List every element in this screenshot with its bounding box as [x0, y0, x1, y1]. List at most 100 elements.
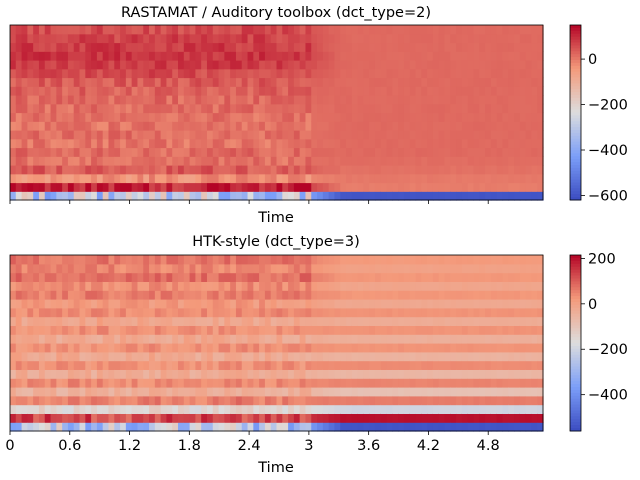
heatmap-cell — [322, 147, 330, 157]
heatmap-cell — [131, 378, 139, 388]
heatmap-cell — [120, 272, 127, 282]
heatmap-cell — [519, 60, 527, 70]
heatmap-cell — [479, 103, 486, 114]
heatmap-cell — [374, 121, 382, 131]
heatmap-cell — [427, 42, 434, 52]
heatmap-cell — [514, 299, 521, 309]
heatmap-cell — [131, 299, 139, 309]
heatmap-cell — [432, 325, 440, 335]
heatmap-cell — [438, 281, 446, 291]
heatmap-cell — [415, 360, 422, 370]
heatmap-cell — [189, 182, 196, 192]
heatmap-cell — [206, 360, 214, 370]
heatmap-cell — [490, 182, 498, 192]
heatmap-cell — [149, 121, 156, 131]
heatmap-cell — [212, 360, 220, 370]
heatmap-cell — [160, 281, 168, 291]
heatmap-cell — [403, 25, 411, 35]
heatmap-cell — [380, 316, 388, 326]
heatmap-cell — [50, 290, 57, 300]
heatmap-cell — [421, 351, 428, 362]
heatmap-cell — [212, 263, 220, 274]
heatmap-cell — [178, 387, 185, 397]
heatmap-cell — [212, 103, 220, 114]
heatmap-cell — [96, 369, 104, 379]
heatmap-cell — [485, 138, 492, 149]
heatmap-cell — [143, 272, 150, 282]
heatmap-cell — [125, 147, 133, 157]
heatmap-cell — [502, 307, 509, 318]
heatmap-cell — [519, 130, 527, 140]
heatmap-cell — [288, 121, 295, 131]
heatmap-cell — [531, 51, 538, 61]
heatmap-cell — [519, 33, 527, 44]
heatmap-cell — [346, 395, 353, 406]
heatmap-cell — [398, 272, 405, 282]
heatmap-cell — [537, 138, 544, 149]
colorbar-segment — [570, 304, 581, 309]
heatmap-cell — [125, 387, 133, 397]
heatmap-cell — [15, 103, 23, 114]
mfcc-panel-top: RASTAMAT / Auditory toolbox (dct_type=2)… — [9, 5, 628, 226]
heatmap-cell — [241, 263, 249, 274]
heatmap-cell — [230, 103, 237, 114]
heatmap-cell — [10, 165, 17, 175]
heatmap-cell — [33, 334, 40, 344]
heatmap-cell — [374, 325, 382, 335]
heatmap-cell — [363, 86, 370, 96]
heatmap-cell — [114, 138, 121, 149]
heatmap-cell — [96, 378, 104, 388]
colorbar-segment — [570, 372, 581, 376]
heatmap-cell — [85, 369, 92, 379]
heatmap-cell — [357, 325, 364, 335]
heatmap-cell — [230, 299, 237, 309]
heatmap-cell — [485, 191, 492, 201]
heatmap-cell — [218, 316, 225, 326]
heatmap-cell — [531, 307, 538, 318]
heatmap-cell — [409, 156, 417, 166]
heatmap-cell — [282, 25, 289, 35]
heatmap-cell — [392, 156, 399, 166]
heatmap-cell — [62, 173, 69, 184]
heatmap-cell — [293, 95, 301, 105]
heatmap-cell — [206, 325, 214, 335]
heatmap-cell — [363, 255, 370, 265]
heatmap-cell — [218, 165, 225, 175]
heatmap-cell — [450, 33, 457, 44]
heatmap-cell — [259, 263, 266, 274]
heatmap-cell — [44, 272, 52, 282]
heatmap-cell — [195, 299, 202, 309]
heatmap-cell — [317, 121, 324, 131]
heatmap-cell — [172, 51, 179, 61]
heatmap-cell — [444, 60, 451, 70]
heatmap-cell — [91, 86, 98, 96]
heatmap-cell — [514, 378, 521, 388]
heatmap-cell — [514, 173, 521, 184]
heatmap-cell — [143, 147, 150, 157]
heatmap-cell — [160, 378, 168, 388]
heatmap-cell — [380, 156, 388, 166]
heatmap-cell — [33, 290, 40, 300]
heatmap-cell — [317, 307, 324, 318]
heatmap-cell — [21, 281, 28, 291]
heatmap-cell — [183, 173, 191, 184]
heatmap-cell — [62, 404, 69, 414]
heatmap-cell — [137, 369, 144, 379]
colorbar-segment — [570, 369, 581, 373]
heatmap-cell — [172, 138, 179, 149]
heatmap-cell — [351, 255, 359, 265]
heatmap-cell — [386, 378, 393, 388]
heatmap-cell — [33, 86, 40, 96]
heatmap-cell — [276, 191, 283, 201]
heatmap-cell — [328, 369, 336, 379]
heatmap-cell — [183, 395, 191, 406]
heatmap-cell — [363, 25, 370, 35]
heatmap-cell — [299, 316, 307, 326]
heatmap-cell — [346, 112, 353, 122]
heatmap-cell — [212, 290, 220, 300]
heatmap-cell — [79, 68, 86, 79]
heatmap-cell — [346, 86, 353, 96]
heatmap-cell — [514, 404, 521, 414]
heatmap-cell — [363, 351, 370, 362]
heatmap-cell — [235, 404, 243, 414]
